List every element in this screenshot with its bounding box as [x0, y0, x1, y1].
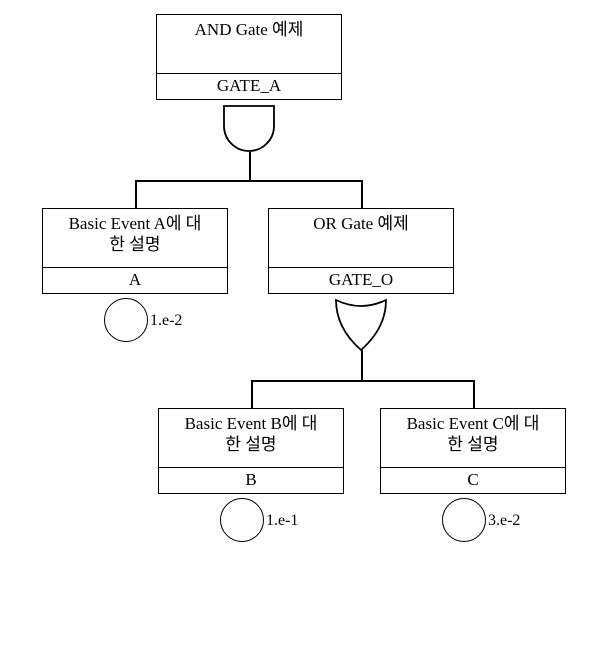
probability-label: 3.e-2 — [488, 512, 520, 530]
connector — [249, 152, 251, 180]
node-desc: Basic Event C에 대 한 설명 — [381, 409, 565, 467]
or-gate-icon — [334, 298, 388, 352]
probability-label: 1.e-2 — [150, 312, 182, 330]
node-desc: OR Gate 예제 — [269, 209, 453, 267]
connector — [361, 180, 363, 208]
connector — [251, 380, 474, 382]
node-desc: Basic Event B에 대 한 설명 — [159, 409, 343, 467]
fault-tree-diagram: AND Gate 예제 GATE_A Basic Event A에 대 한 설명… — [0, 0, 607, 650]
node-gate-o: OR Gate 예제 GATE_O — [268, 208, 454, 294]
node-event-a: Basic Event A에 대 한 설명 A — [42, 208, 228, 294]
and-gate-icon — [222, 104, 276, 154]
connector — [361, 350, 363, 380]
node-event-b: Basic Event B에 대 한 설명 B — [158, 408, 344, 494]
node-id: GATE_O — [269, 267, 453, 293]
node-event-c: Basic Event C에 대 한 설명 C — [380, 408, 566, 494]
connector — [135, 180, 137, 208]
basic-event-circle-icon — [442, 498, 486, 542]
node-id: GATE_A — [157, 73, 341, 99]
node-desc: Basic Event A에 대 한 설명 — [43, 209, 227, 267]
node-desc: AND Gate 예제 — [157, 15, 341, 73]
basic-event-circle-icon — [104, 298, 148, 342]
basic-event-circle-icon — [220, 498, 264, 542]
connector — [473, 380, 475, 408]
node-id: A — [43, 267, 227, 293]
connector — [135, 180, 362, 182]
node-id: C — [381, 467, 565, 493]
connector — [251, 380, 253, 408]
node-gate-a: AND Gate 예제 GATE_A — [156, 14, 342, 100]
probability-label: 1.e-1 — [266, 512, 298, 530]
node-id: B — [159, 467, 343, 493]
